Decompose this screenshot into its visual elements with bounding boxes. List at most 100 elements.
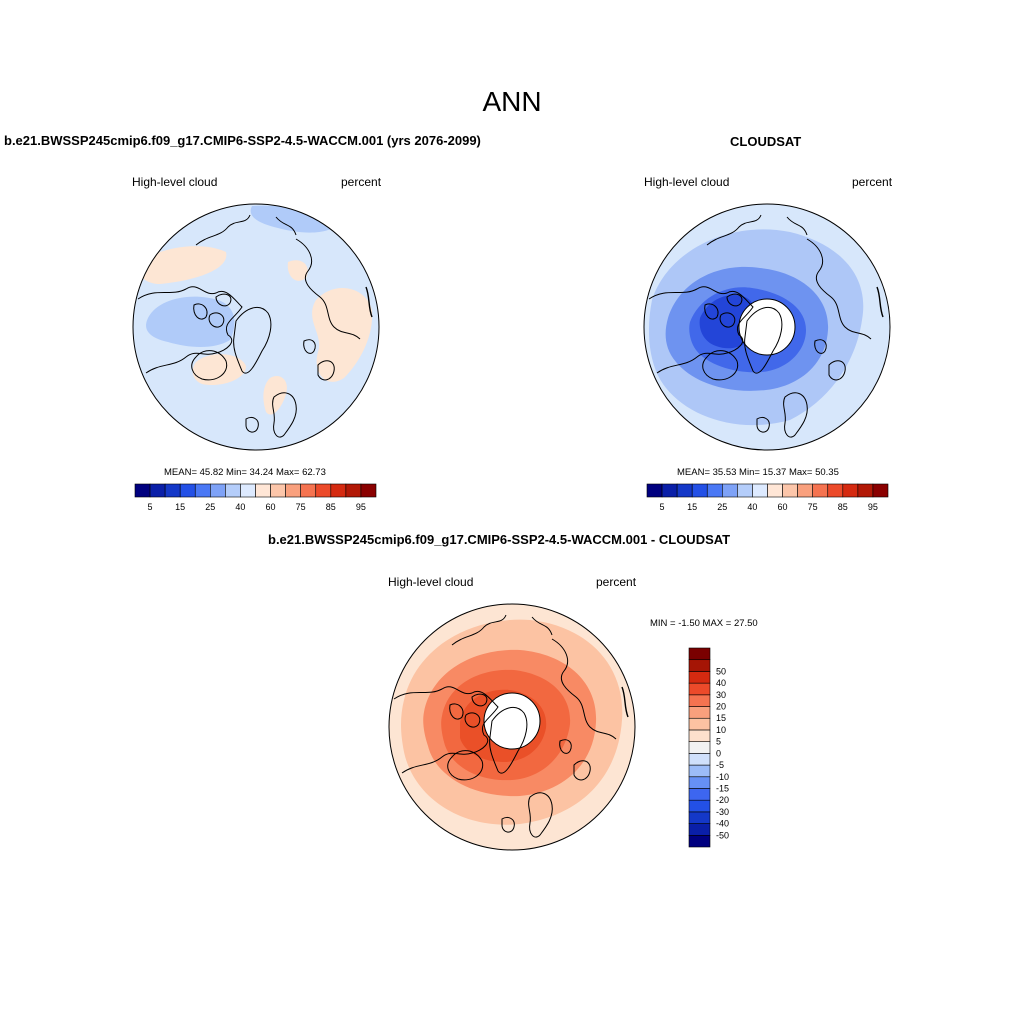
colorbar-model-swatch	[315, 483, 332, 498]
colorbar-diff-tick-label: 15	[716, 713, 726, 723]
colorbar-model-tick-label: 40	[235, 502, 245, 512]
colorbar-cloudsat-swatch	[752, 483, 768, 498]
colorbar-cloudsat-tick-label: 40	[747, 502, 757, 512]
colorbar-cloudsat-swatch	[827, 483, 844, 498]
map-model	[132, 203, 380, 451]
colorbar-model-swatch	[270, 483, 286, 498]
colorbar-diff-swatch	[688, 741, 711, 754]
colorbar-diff-swatch	[688, 694, 711, 707]
colorbar-model-swatch	[225, 483, 241, 498]
colorbar-cloudsat-swatch	[646, 483, 663, 498]
colorbar-model-swatch	[285, 483, 301, 498]
colorbar-cloudsat-swatch	[797, 483, 813, 498]
colorbar-cloudsat-tick-label: 75	[808, 502, 818, 512]
colorbar-diff-tick-label: -50	[716, 830, 729, 840]
colorbar-model-tick-label: 85	[326, 502, 336, 512]
colorbar-cloudsat-tick-label: 85	[838, 502, 848, 512]
colorbar-diff-tick-label: 20	[716, 702, 726, 712]
colorbar-model-swatch	[134, 483, 151, 498]
colorbar-cloudsat-tick-label: 95	[868, 502, 878, 512]
colorbar-diff-swatch	[688, 811, 711, 824]
colorbar-cloudsat-swatch	[706, 483, 723, 498]
colorbar-diff-swatch	[688, 788, 711, 801]
colorbar-cloudsat-swatch	[782, 483, 798, 498]
colorbar-cloudsat-swatch	[737, 483, 753, 498]
colorbar-model-swatch	[345, 483, 362, 498]
panel-diff-units-label: percent	[596, 575, 637, 589]
colorbar-model-swatch	[149, 483, 166, 498]
diff-map-boundary	[388, 603, 636, 851]
colorbar-model-swatch	[330, 483, 347, 498]
colorbar-diff-swatch	[688, 823, 711, 836]
colorbar-diff-tick-label: -40	[716, 819, 729, 829]
colorbar-model-tick-label: 95	[356, 502, 366, 512]
diff-polar-gap	[483, 692, 541, 750]
colorbar-diff-swatch	[688, 682, 711, 696]
colorbar-cloudsat-swatch	[691, 483, 708, 498]
page-title: ANN	[482, 86, 542, 117]
panel-model-variable-label: High-level cloud	[132, 175, 218, 189]
colorbar-diff-swatch	[688, 729, 711, 742]
colorbar-model-tick-label: 25	[205, 502, 215, 512]
colorbar-cloudsat-swatch	[842, 483, 859, 498]
colorbar-model-swatch	[194, 483, 211, 498]
colorbar-diff-swatch	[688, 647, 711, 661]
panel-cloudsat-variable-label: High-level cloud	[644, 175, 730, 189]
colorbar-diff-tick-label: -10	[716, 772, 729, 782]
map-cloudsat	[643, 203, 891, 451]
colorbar-model-tick-label: 15	[175, 502, 185, 512]
colorbar-model-swatch	[210, 483, 226, 498]
panel-diff-variable-label: High-level cloud	[388, 575, 474, 589]
colorbar-cloudsat: 5 15 25 40 60 75 85 95	[646, 483, 889, 512]
colorbar-model-tick-label: 60	[266, 502, 276, 512]
colorbar-model-swatch	[300, 483, 317, 498]
panel-diff-stats: MIN = -1.50 MAX = 27.50	[650, 618, 758, 629]
model-map-boundary	[132, 203, 380, 451]
cloudsat-map-boundary	[643, 203, 891, 451]
colorbar-diff-swatch	[688, 799, 711, 813]
panel-cloudsat-title: CLOUDSAT	[730, 134, 802, 149]
colorbar-diff-tick-label: 40	[716, 678, 726, 688]
colorbar-diff-tick-label: 5	[716, 737, 721, 747]
colorbar-model-tick-label: 75	[296, 502, 306, 512]
panel-model-stats: MEAN= 45.82 Min= 34.24 Max= 62.73	[164, 467, 326, 478]
colorbar-model-swatch	[179, 483, 196, 498]
panel-diff-title: b.e21.BWSSP245cmip6.f09_g17.CMIP6-SSP2-4…	[268, 532, 731, 547]
colorbar-diff-tick-label: -20	[716, 795, 729, 805]
colorbar-diff-swatch	[688, 753, 711, 766]
colorbar-model-swatch	[360, 483, 377, 498]
colorbar-diff-tick-label: 10	[716, 725, 726, 735]
panel-model-title: b.e21.BWSSP245cmip6.f09_g17.CMIP6-SSP2-4…	[4, 133, 481, 148]
colorbar-diff-swatch	[688, 717, 711, 731]
colorbar-cloudsat-swatch	[676, 483, 693, 498]
cloudsat-polar-gap	[738, 298, 796, 356]
colorbar-cloudsat-tick-label: 15	[687, 502, 697, 512]
colorbar-diff-swatch	[688, 834, 711, 848]
colorbar-model: 5 15 25 40 60 75 85 95	[134, 483, 377, 512]
colorbar-cloudsat-swatch	[722, 483, 738, 498]
colorbar-diff-tick-label: 50	[716, 666, 726, 676]
colorbar-diff-swatch	[688, 764, 711, 778]
colorbar-diff-swatch	[688, 776, 711, 789]
colorbar-diff-swatch	[688, 706, 711, 719]
colorbar-diff-tick-label: 0	[716, 748, 721, 758]
colorbar-model-tick-label: 5	[148, 502, 153, 512]
colorbar-diff-tick-label: -5	[716, 760, 724, 770]
colorbar-model-swatch	[240, 483, 256, 498]
colorbar-diff-swatch	[688, 671, 711, 684]
panel-cloudsat-stats: MEAN= 35.53 Min= 15.37 Max= 50.35	[677, 467, 839, 478]
panel-cloudsat-units-label: percent	[852, 175, 893, 189]
colorbar-diff-tick-label: -30	[716, 807, 729, 817]
colorbar-cloudsat-tick-label: 60	[778, 502, 788, 512]
colorbar-cloudsat-tick-label: 5	[660, 502, 665, 512]
colorbar-diff-tick-label: 30	[716, 690, 726, 700]
colorbar-cloudsat-swatch	[661, 483, 678, 498]
colorbar-diff-swatch	[688, 659, 711, 672]
colorbar-cloudsat-swatch	[857, 483, 874, 498]
panel-model-units-label: percent	[341, 175, 382, 189]
colorbar-cloudsat-swatch	[872, 483, 889, 498]
colorbar-diff-tick-label: -15	[716, 783, 729, 793]
colorbar-cloudsat-tick-label: 25	[717, 502, 727, 512]
